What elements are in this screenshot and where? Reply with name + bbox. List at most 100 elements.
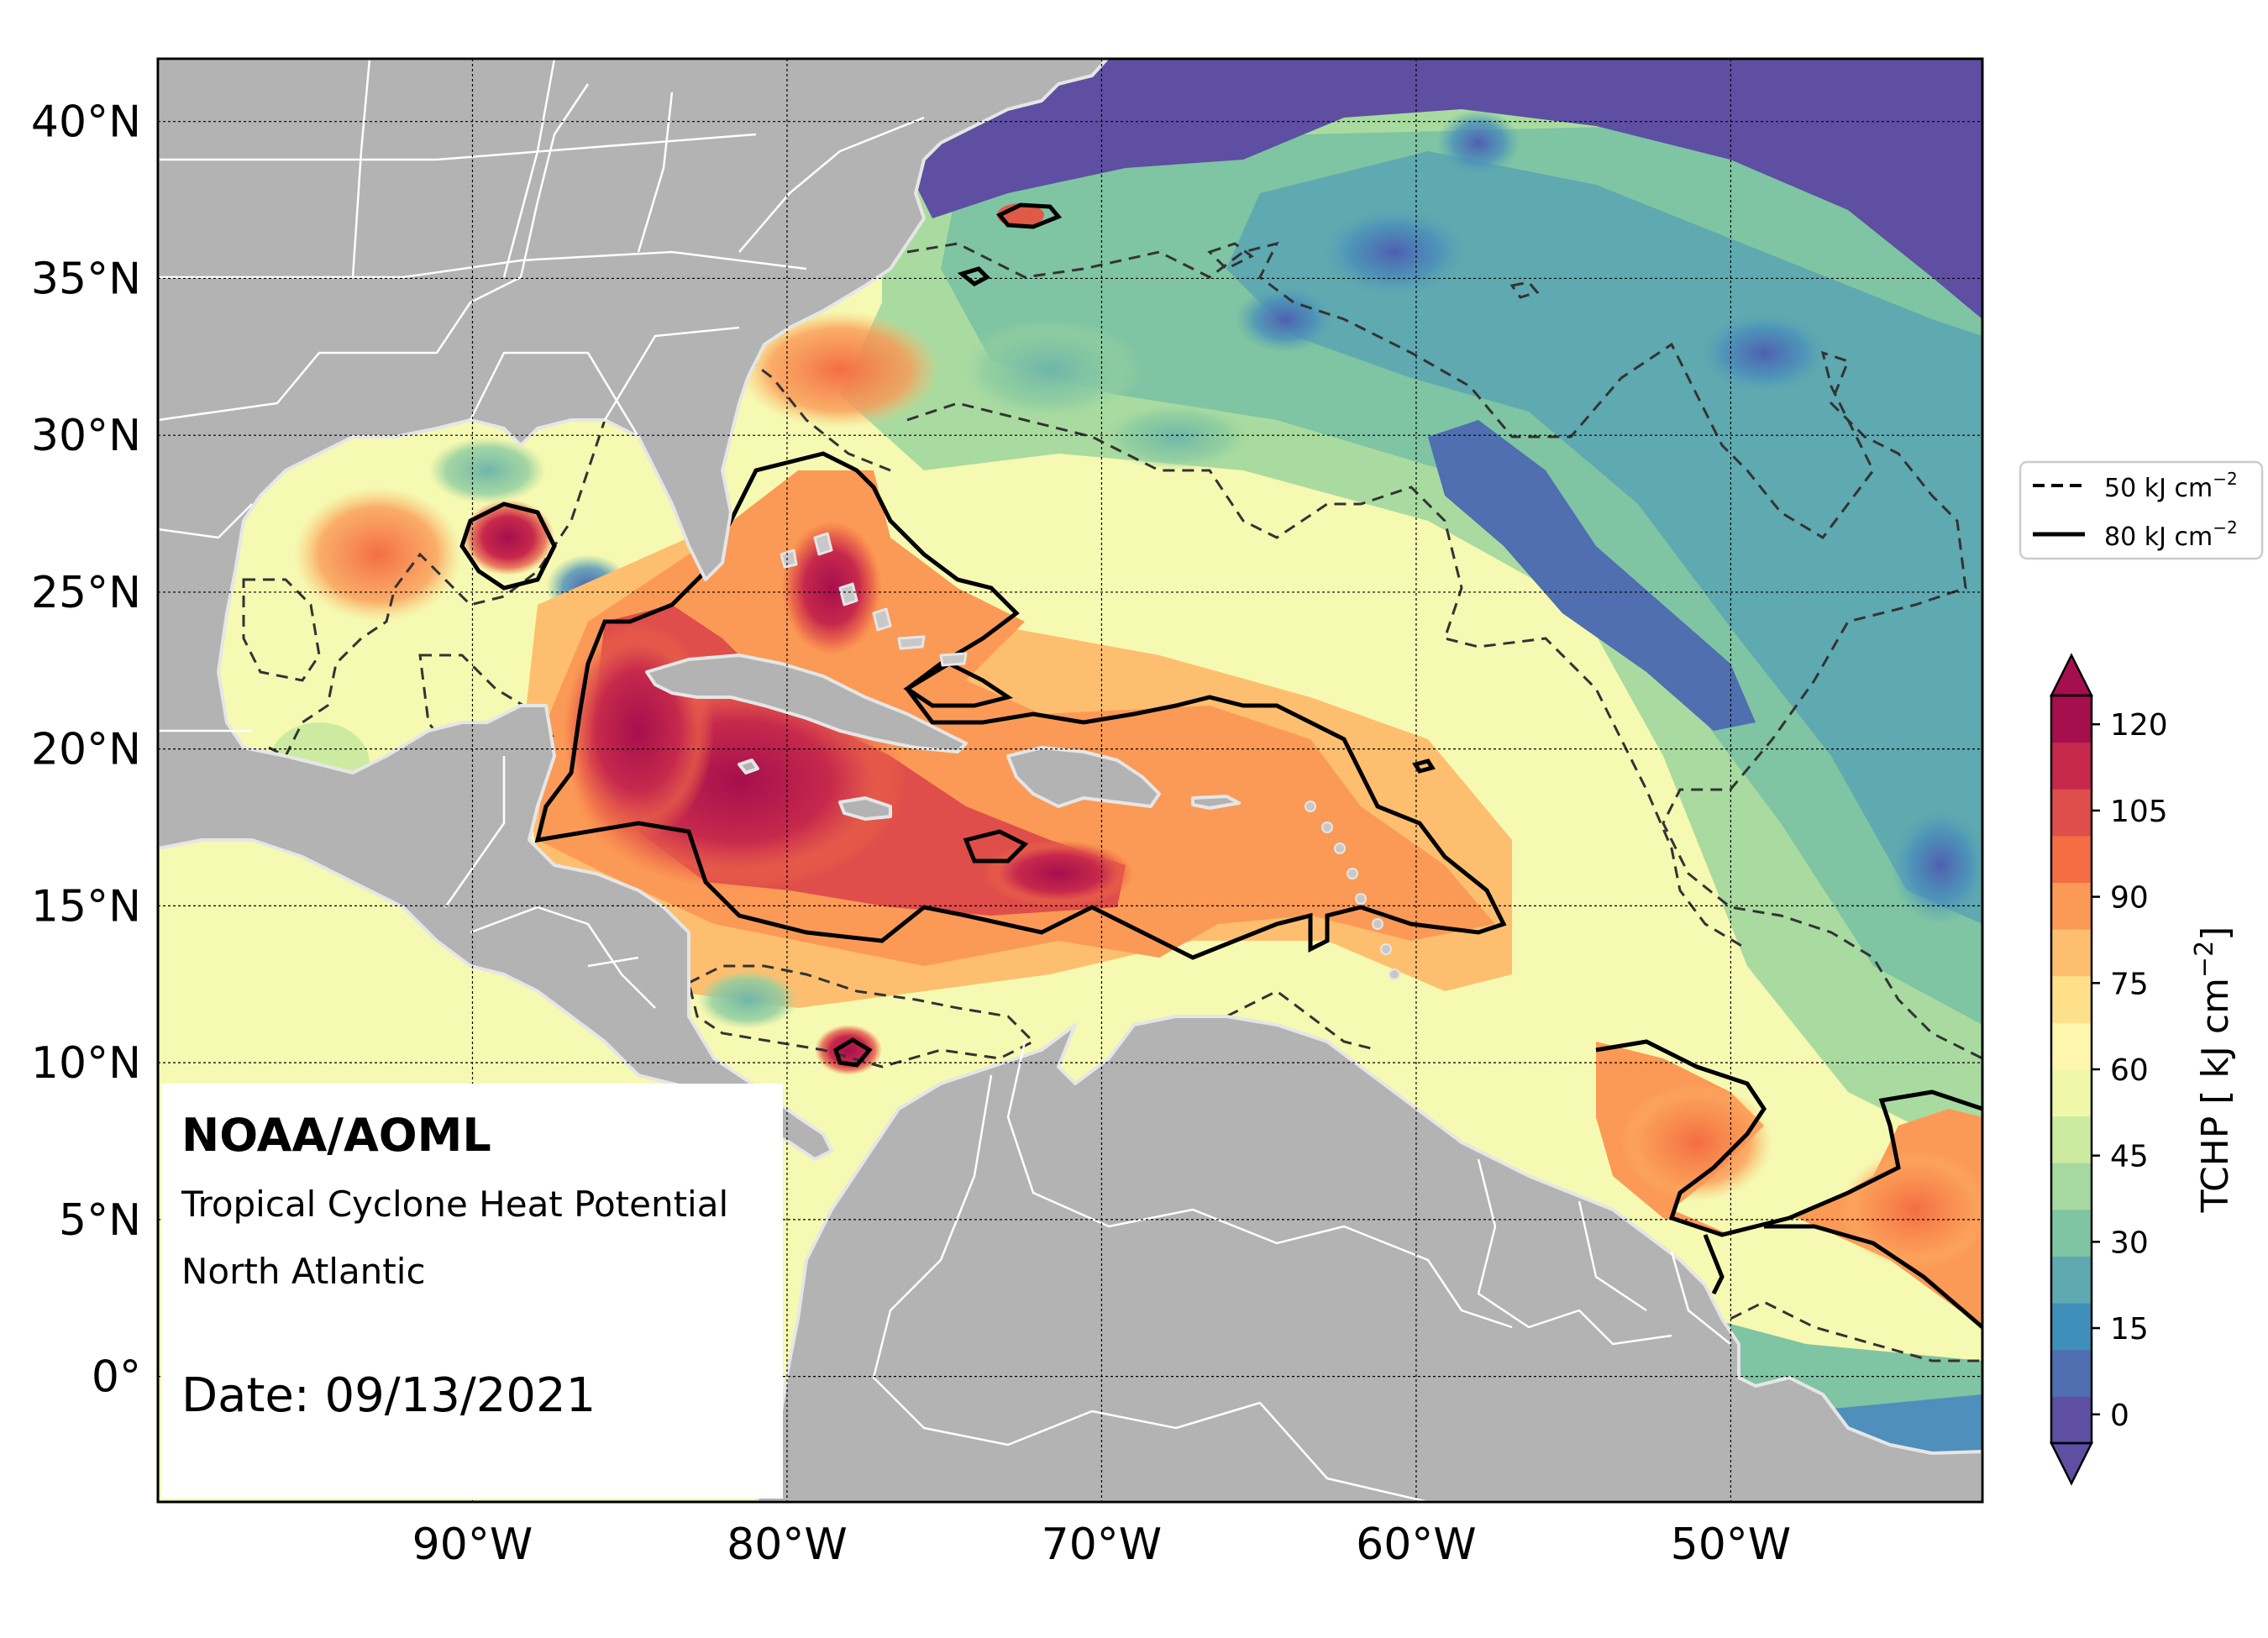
annotation-background [161, 1084, 783, 1499]
tchp-cold-eddy-2 [1235, 286, 1336, 353]
contour-50-mid [906, 402, 1748, 951]
tchp-cold-eddy-1 [1319, 206, 1470, 298]
colorbar-extend-top [2049, 653, 2094, 697]
contour-80-north-eddy [996, 202, 1063, 229]
tchp-field-gulfstream-blue [1428, 420, 1756, 731]
colorbar-label: TCHP [ kJ cm−2] [2190, 927, 2237, 1214]
contour-50-gulf-east [268, 334, 891, 759]
colorbar-segment [2051, 1396, 2092, 1444]
tchp-hot-core-bahamas [781, 521, 882, 655]
colorbar-segment [2051, 975, 2092, 1023]
contour-50-north-loop-1 [1207, 242, 1254, 270]
tchp-cool-patch-1 [958, 319, 1142, 420]
annotation-date: Date: 09/13/2021 [181, 1368, 596, 1423]
lat-tick-label: 15°N [31, 881, 141, 932]
colorbar-ticks: 120 105 90 75 60 45 30 15 0 [2092, 708, 2168, 1433]
contour-50-southeast [1713, 1300, 1982, 1362]
tchp-cold-eddy-4 [1890, 806, 1982, 924]
tchp-hot-eddy-gulf [462, 500, 554, 575]
colorbar-segment [2051, 1022, 2092, 1070]
colorbar-segment [2051, 696, 2092, 743]
colorbar-segment [2051, 789, 2092, 837]
tchp-cool-patch-2 [1100, 403, 1252, 470]
colorbar-segment [2051, 835, 2092, 883]
tchp-field-northeast-purple [907, 59, 1982, 319]
tchp-hot-spot-haiti-south [983, 840, 1134, 907]
lon-tick-label: 70°W [1042, 1520, 1163, 1570]
lat-tick-label: 40°N [31, 97, 141, 148]
contour-80-small-loop-east [1412, 759, 1436, 774]
colorbar-tick-label: 45 [2110, 1140, 2149, 1174]
contour-80-orinoco [1703, 1234, 1725, 1295]
lat-tick-label: 25°N [31, 568, 141, 618]
contour-80-north-eddy-2 [957, 266, 991, 286]
legend-label-80: 80 kJ cm−2 [2104, 517, 2238, 552]
land-cuba [645, 654, 968, 753]
map-plot-area [158, 59, 1982, 1502]
contour-80-se-pool-lower [1764, 1224, 1982, 1329]
political-borders [158, 59, 1731, 1502]
colorbar-segment [2051, 882, 2092, 930]
colorbar-segment [2051, 1116, 2092, 1163]
annotation-line1: Tropical Cyclone Heat Potential [181, 1184, 728, 1225]
annotation-org: NOAA/AOML [181, 1109, 491, 1162]
lat-tick-label: 35°N [31, 254, 141, 304]
contour-80-main [534, 451, 1507, 960]
contour-50-north [906, 241, 1982, 1060]
lat-tick-label: 5°N [59, 1195, 141, 1246]
legend-label-50: 50 kJ cm−2 [2104, 469, 2238, 503]
annotation-line2: North Atlantic [181, 1251, 426, 1292]
land-north-america [158, 59, 1109, 1161]
land-jamaica [838, 796, 892, 821]
colorbar-tick-label: 105 [2110, 795, 2168, 829]
colorbar-segment [2051, 1163, 2092, 1210]
colorbar-tick-label: 30 [2110, 1226, 2149, 1260]
land-hispaniola [1006, 746, 1161, 808]
lon-tick-label: 80°W [727, 1520, 848, 1570]
contour-80-panama-loop [832, 1037, 873, 1068]
colorbar-segment [2051, 1069, 2092, 1117]
tchp-warm-gulf-west [294, 487, 462, 622]
land-group [158, 59, 1982, 1502]
colorbar-segments [2051, 696, 2092, 1444]
land-puerto-rico [1191, 795, 1241, 810]
colorbar-segment [2051, 929, 2092, 977]
lat-tick-label: 10°N [31, 1038, 141, 1089]
colorbar-tick-label: 75 [2110, 967, 2149, 1001]
colorbar: 120 105 90 75 60 45 30 15 0 TCHP [ kJ cm−2] [2049, 653, 2237, 1486]
contour-50-venezuela [1192, 990, 1378, 1052]
contour-50-caribbean-south [687, 964, 1036, 1068]
lon-tick-label: 50°W [1671, 1520, 1792, 1570]
tchp-cool-patch-gulf-2 [428, 437, 546, 504]
colorbar-tick-label: 90 [2110, 881, 2149, 916]
tchp-warm-spot-se-1 [1621, 1084, 1772, 1201]
colorbar-tick-label: 0 [2110, 1399, 2129, 1433]
tchp-hot-core-west [563, 622, 714, 840]
contour-legend: 50 kJ cm−2 80 kJ cm−2 [2019, 460, 2264, 560]
contour-50-north-loop-2 [1509, 281, 1540, 299]
lon-tick-label: 90°W [412, 1520, 533, 1570]
land-lesser-antilles [1305, 801, 1400, 980]
lat-tick-label: 30°N [31, 411, 141, 461]
colorbar-segment [2051, 1256, 2092, 1304]
colorbar-extend-bottom [2049, 1441, 2094, 1486]
colorbar-tick-label: 15 [2110, 1312, 2149, 1347]
colorbar-tick-label: 120 [2110, 708, 2168, 743]
lon-tick-label: 60°W [1356, 1520, 1477, 1570]
map-frame [156, 57, 1984, 1504]
contour-80-jamaica-loop [963, 829, 1029, 864]
colorbar-segment [2051, 742, 2092, 790]
land-bahamas-islands [780, 532, 968, 667]
land-isla-juventud [738, 759, 759, 774]
annotation-box: NOAA/AOML Tropical Cyclone Heat Potentia… [161, 1084, 783, 1499]
longitude-ticks: 90°W 80°W 70°W 60°W 50°W [412, 1520, 1792, 1570]
tchp-warm-spot-se-2 [1840, 1151, 1982, 1268]
lat-tick-label: 20°N [31, 725, 141, 775]
colorbar-segment [2051, 1349, 2092, 1397]
land-south-america [754, 1015, 1982, 1502]
colorbar-segment [2051, 1303, 2092, 1351]
contour-50-gulf-west [242, 578, 321, 682]
latitude-ticks: 40°N 35°N 30°N 25°N 20°N 15°N 10°N 5°N 0° [31, 97, 141, 1403]
contour-80-gulf-eddy [459, 501, 557, 591]
